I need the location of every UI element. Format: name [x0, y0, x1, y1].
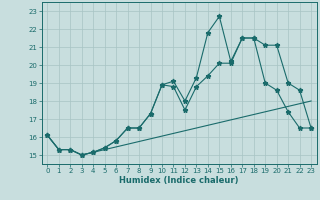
X-axis label: Humidex (Indice chaleur): Humidex (Indice chaleur) [119, 176, 239, 185]
